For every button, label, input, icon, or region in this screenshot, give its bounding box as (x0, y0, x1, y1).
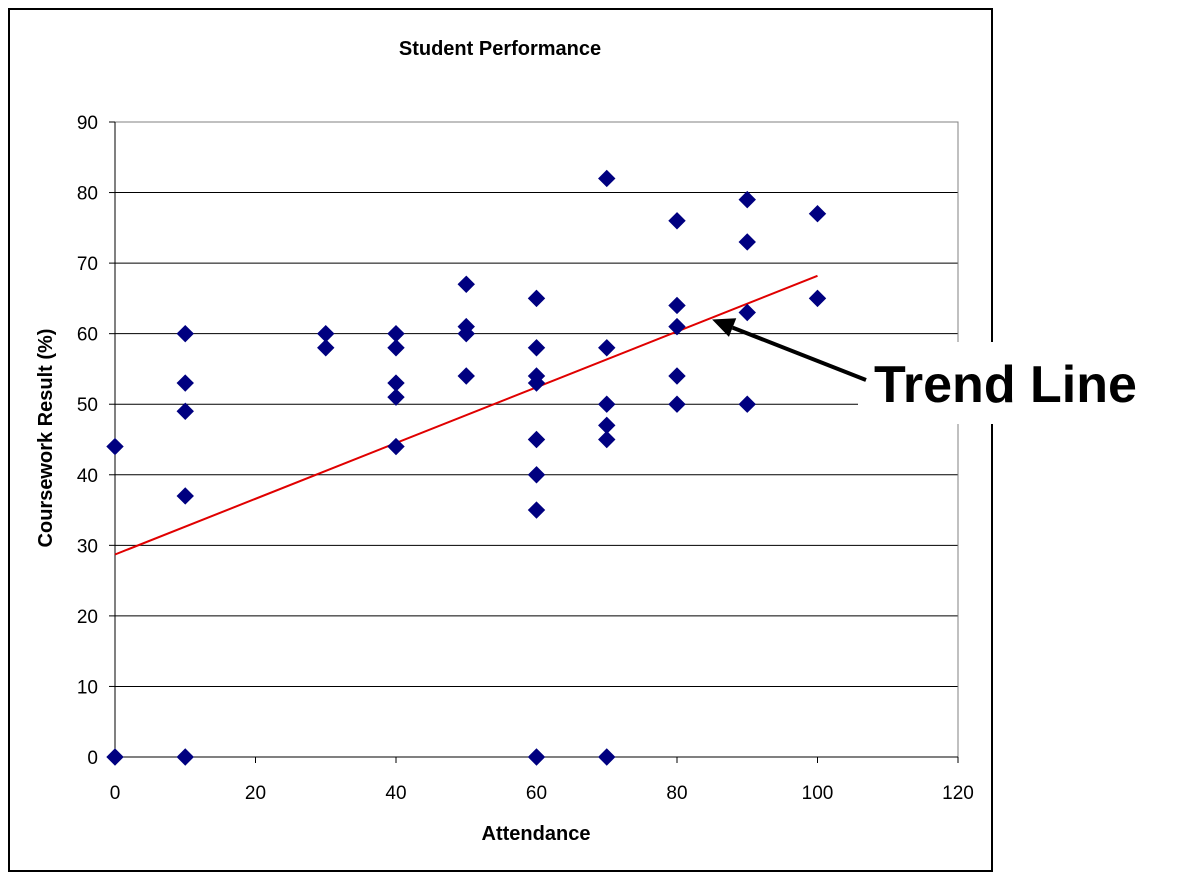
data-point (387, 437, 405, 456)
chart-frame (8, 8, 993, 872)
x-tick-label: 120 (942, 783, 974, 804)
data-point (738, 303, 756, 322)
data-point (738, 190, 756, 209)
y-tick-label: 20 (77, 607, 98, 628)
data-point (598, 339, 616, 357)
y-tick-label: 60 (77, 325, 98, 346)
x-tick-label: 20 (245, 783, 266, 804)
y-axis-ticks: 0 10 20 30 40 50 60 70 80 90 (77, 113, 115, 769)
y-tick-label: 0 (87, 748, 98, 769)
x-axis-ticks: 0 20 40 60 80 100 120 (110, 122, 974, 804)
data-point (457, 324, 475, 343)
data-point (527, 374, 546, 392)
y-tick-label: 40 (77, 466, 98, 487)
data-point (387, 388, 405, 406)
data-point (527, 748, 546, 766)
data-point (738, 233, 756, 251)
data-point (527, 466, 546, 484)
data-point (668, 317, 686, 336)
data-point (176, 402, 194, 420)
trend-line (114, 274, 818, 556)
y-tick-label: 10 (77, 677, 98, 698)
data-point (387, 339, 405, 357)
data-point (808, 205, 827, 223)
data-point (527, 501, 546, 519)
x-axis-title: Attendance (482, 823, 591, 845)
data-point (738, 395, 756, 413)
data-point (106, 437, 124, 456)
chart-title: Student Performance (399, 38, 601, 60)
x-tick-label: 60 (526, 783, 547, 804)
annotation-background (858, 342, 1198, 424)
trend-line-annotation: Trend Line (874, 356, 1137, 414)
y-tick-label: 50 (77, 395, 98, 416)
data-point (668, 212, 686, 230)
data-point (176, 748, 194, 766)
data-point (598, 430, 616, 449)
trend-line-layer (114, 274, 818, 556)
y-tick-label: 80 (77, 184, 98, 205)
data-point (457, 275, 475, 293)
data-point (527, 430, 546, 449)
data-points (106, 169, 827, 766)
data-point (527, 289, 546, 308)
data-point (176, 374, 194, 392)
x-tick-label: 80 (666, 783, 687, 804)
y-tick-label: 70 (77, 254, 98, 275)
x-tick-label: 40 (385, 783, 406, 804)
data-point (668, 395, 686, 413)
data-point (598, 395, 616, 413)
data-point (527, 339, 546, 357)
data-point (457, 367, 475, 385)
data-point (176, 324, 194, 343)
annotation-arrow (731, 325, 867, 382)
x-tick-label: 100 (802, 783, 834, 804)
annotation-arrowhead (712, 318, 737, 337)
data-point (668, 367, 686, 385)
data-point (106, 748, 124, 766)
data-point (808, 289, 827, 308)
data-point (598, 748, 616, 766)
y-axis-title: Coursework Result (%) (35, 329, 57, 548)
annotation-layer: Trend Line (712, 318, 1198, 424)
data-point (668, 296, 686, 315)
x-tick-label: 0 (110, 783, 121, 804)
y-tick-label: 30 (77, 536, 98, 557)
data-point (317, 339, 335, 357)
data-point (176, 487, 194, 505)
data-point (598, 169, 616, 188)
y-tick-label: 90 (77, 113, 98, 134)
